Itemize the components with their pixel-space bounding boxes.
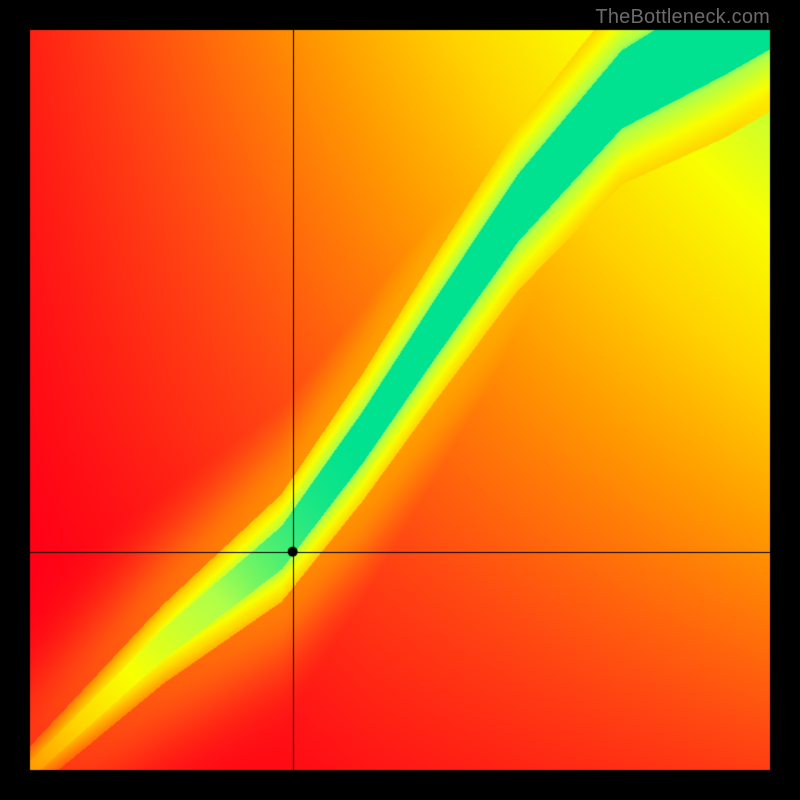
bottleneck-heatmap <box>0 0 800 800</box>
watermark-text: TheBottleneck.com <box>595 6 770 29</box>
chart-container: TheBottleneck.com <box>0 0 800 800</box>
